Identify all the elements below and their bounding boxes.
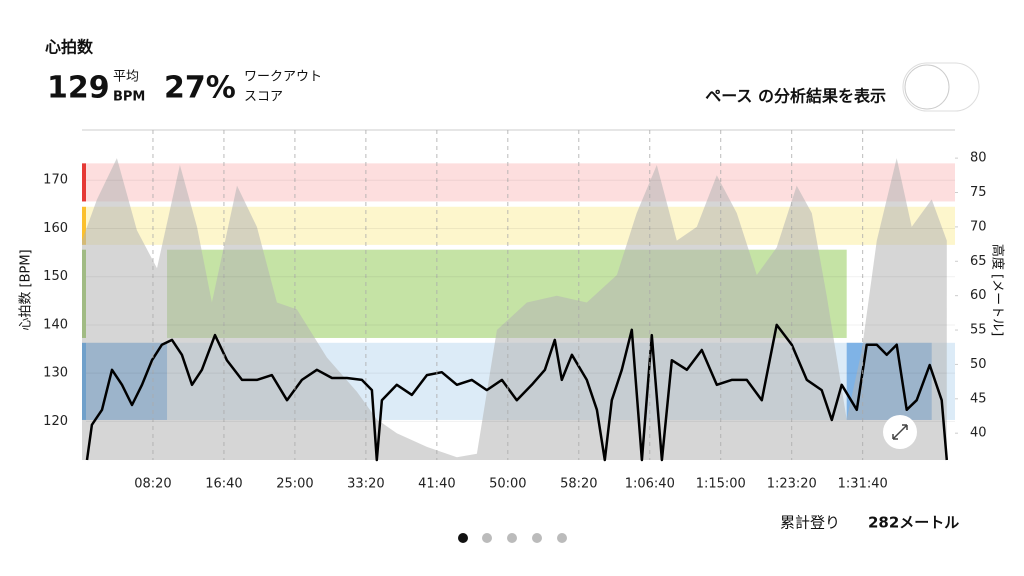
x-tick-label: 08:20 [134, 477, 171, 492]
zone-band [86, 163, 955, 202]
y-axis-label: 心拍数 [BPM] [19, 249, 34, 330]
y2-tick-label: 55 [970, 323, 987, 338]
score-value: 27% [164, 71, 236, 106]
y2-tick-label: 70 [970, 219, 987, 234]
footer-label: 累計登り [780, 514, 840, 532]
avg-unit: BPM [113, 90, 145, 105]
page-dot[interactable] [532, 533, 542, 543]
score-label: ワークアウト [244, 70, 322, 85]
page-dot[interactable] [458, 533, 468, 543]
page-dot[interactable] [507, 533, 517, 543]
y-tick-label: 170 [43, 173, 68, 188]
y2-tick-label: 50 [970, 357, 987, 372]
y2-axis-label: 高度 [メートル] [990, 244, 1006, 336]
expand-button[interactable] [883, 415, 917, 449]
x-tick-label: 41:40 [418, 477, 455, 492]
toggle-knob[interactable] [904, 64, 950, 110]
toggle[interactable] [902, 62, 980, 112]
x-tick-label: 16:40 [205, 477, 242, 492]
y-tick-label: 120 [43, 414, 68, 429]
heart-rate-line [85, 323, 949, 462]
zone-marker [82, 206, 86, 245]
y2-tick-label: 60 [970, 288, 987, 303]
x-tick-label: 33:20 [347, 477, 384, 492]
x-tick-label: 1:06:40 [625, 477, 675, 492]
footer-value: 282メートル [868, 514, 959, 532]
y-tick-label: 140 [43, 317, 68, 332]
y2-tick-label: 65 [970, 254, 987, 269]
x-tick-label: 25:00 [276, 477, 313, 492]
page-dot[interactable] [482, 533, 492, 543]
y-tick-label: 130 [43, 366, 68, 381]
x-tick-label: 50:00 [489, 477, 526, 492]
y2-tick-label: 80 [970, 151, 987, 166]
x-tick-label: 1:15:00 [696, 477, 746, 492]
x-tick-label: 1:23:20 [767, 477, 817, 492]
y-tick-label: 160 [43, 221, 68, 236]
x-tick-label: 1:31:40 [838, 477, 888, 492]
title: 心拍数 [45, 38, 94, 57]
page-dot[interactable] [557, 533, 567, 543]
pagination [458, 533, 567, 543]
zone-marker [82, 163, 86, 202]
zone-band [86, 206, 955, 245]
toggle-label: ペース の分析結果を表示 [705, 87, 886, 106]
avg-value: 129 [47, 71, 110, 106]
avg-label: 平均 [113, 70, 139, 85]
y2-tick-label: 75 [970, 185, 987, 200]
score-label: スコア [244, 90, 283, 105]
y-tick-label: 150 [43, 269, 68, 284]
expand-icon [892, 424, 908, 440]
y2-tick-label: 40 [970, 426, 987, 441]
x-tick-label: 58:20 [560, 477, 597, 492]
y2-tick-label: 45 [970, 391, 987, 406]
